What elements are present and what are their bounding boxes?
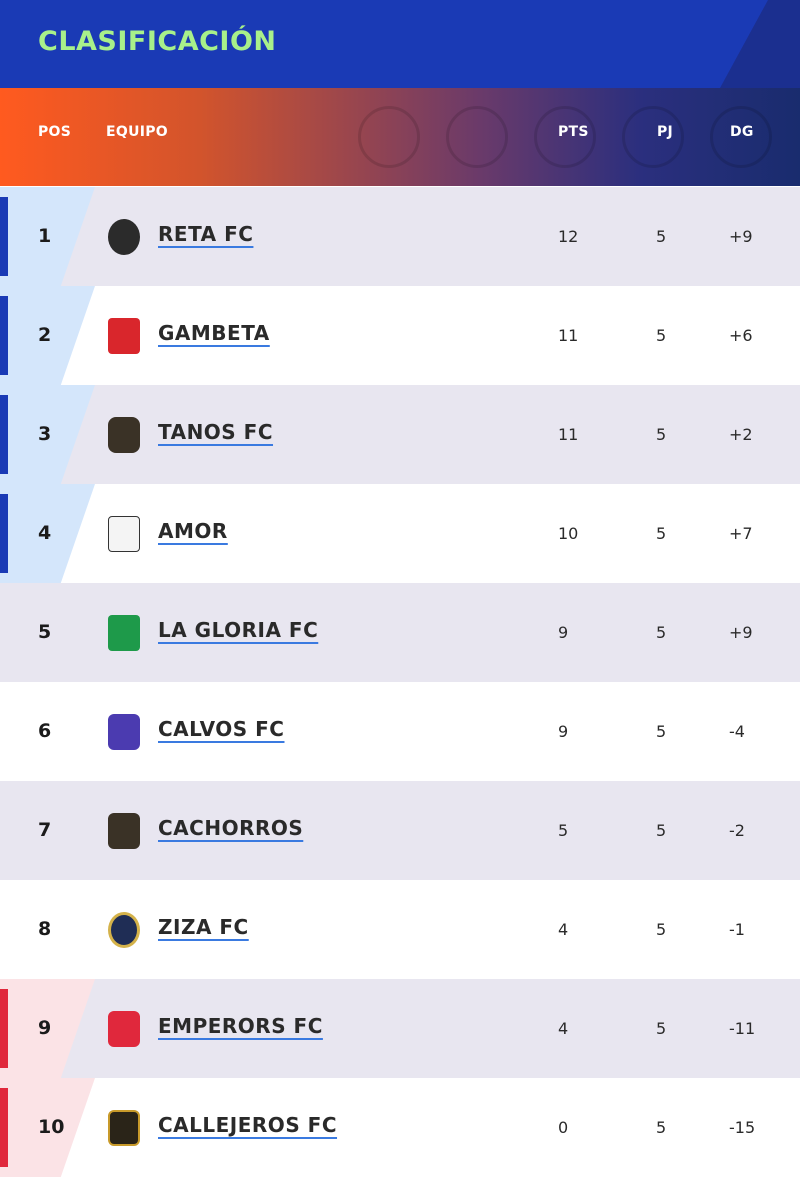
position: 3: [38, 423, 52, 445]
dg-value: -2: [729, 821, 745, 840]
pts-value: 0: [558, 1118, 569, 1137]
pj-value: 5: [656, 524, 667, 543]
team-link[interactable]: CALVOS FC: [158, 717, 285, 741]
team-link[interactable]: AMOR: [158, 519, 228, 543]
team-link[interactable]: EMPERORS FC: [158, 1014, 323, 1038]
position: 4: [38, 522, 52, 544]
pj-value: 5: [656, 821, 667, 840]
team-link[interactable]: CACHORROS: [158, 816, 304, 840]
position: 2: [38, 324, 52, 346]
dg-value: -15: [729, 1118, 756, 1137]
badge-decoration-icon: [534, 106, 596, 168]
gambeta-crest-icon[interactable]: [108, 318, 140, 354]
title-decoration: [720, 0, 800, 88]
pts-value: 9: [558, 722, 569, 741]
position: 8: [38, 918, 52, 940]
team-link[interactable]: LA GLORIA FC: [158, 618, 319, 642]
pj-value: 5: [656, 326, 667, 345]
pj-value: 5: [656, 920, 667, 939]
table-row: 10 CALLEJEROS FC 0 5 -15: [0, 1078, 800, 1177]
position: 6: [38, 720, 52, 742]
pts-value: 4: [558, 1019, 569, 1038]
pj-value: 5: [656, 1019, 667, 1038]
pts-value: 12: [558, 227, 579, 246]
pts-value: 5: [558, 821, 569, 840]
team-link[interactable]: TANOS FC: [158, 420, 274, 444]
table-row: 6 CALVOS FC 9 5 -4: [0, 682, 800, 781]
column-header-pts: PTS: [558, 124, 589, 140]
table-header: [0, 88, 800, 186]
team-link[interactable]: ZIZA FC: [158, 915, 249, 939]
column-header-team: EQUIPO: [106, 124, 169, 140]
emperors-fc-crest-icon[interactable]: [108, 1011, 140, 1047]
relegation-marker: [0, 1088, 8, 1167]
dg-value: -4: [729, 722, 745, 741]
table-row: 8 ZIZA FC 4 5 -1: [0, 880, 800, 979]
callejeros-fc-crest-icon[interactable]: [108, 1110, 140, 1146]
ziza-fc-crest-icon[interactable]: [108, 912, 140, 948]
badge-decoration-icon: [710, 106, 772, 168]
dg-value: -11: [729, 1019, 756, 1038]
dg-value: -1: [729, 920, 745, 939]
team-link[interactable]: RETA FC: [158, 222, 254, 246]
tanos-fc-crest-icon[interactable]: [108, 417, 140, 453]
pts-value: 4: [558, 920, 569, 939]
title-bar: CLASIFICACIÓN: [0, 0, 800, 88]
dg-value: +6: [729, 326, 753, 345]
dg-value: +2: [729, 425, 753, 444]
page-title: CLASIFICACIÓN: [38, 26, 277, 57]
table-row: 4 AMOR 10 5 +7: [0, 484, 800, 583]
position: 5: [38, 621, 52, 643]
relegation-marker: [0, 989, 8, 1068]
qualification-marker: [0, 296, 8, 375]
position: 10: [38, 1116, 65, 1138]
pj-value: 5: [656, 227, 667, 246]
dg-value: +7: [729, 524, 753, 543]
qualification-marker: [0, 494, 8, 573]
pts-value: 11: [558, 326, 579, 345]
pts-value: 9: [558, 623, 569, 642]
pj-value: 5: [656, 623, 667, 642]
calvos-fc-crest-icon[interactable]: [108, 714, 140, 750]
reta-fc-crest-icon[interactable]: [108, 219, 140, 255]
badge-decoration-icon: [622, 106, 684, 168]
qualification-marker: [0, 395, 8, 474]
dg-value: +9: [729, 623, 753, 642]
table-row: 7 CACHORROS 5 5 -2: [0, 781, 800, 880]
pj-value: 5: [656, 1118, 667, 1137]
table-row: 9 EMPERORS FC 4 5 -11: [0, 979, 800, 1078]
pj-value: 5: [656, 722, 667, 741]
qualification-marker: [0, 197, 8, 276]
position: 1: [38, 225, 52, 247]
table-row: 3 TANOS FC 11 5 +2: [0, 385, 800, 484]
badge-decoration-icon: [446, 106, 508, 168]
pj-value: 5: [656, 425, 667, 444]
column-header-pj: PJ: [657, 124, 674, 140]
position: 9: [38, 1017, 52, 1039]
dg-value: +9: [729, 227, 753, 246]
la-gloria-fc-crest-icon[interactable]: [108, 615, 140, 651]
position: 7: [38, 819, 52, 841]
badge-decoration-icon: [358, 106, 420, 168]
pts-value: 10: [558, 524, 579, 543]
team-link[interactable]: CALLEJEROS FC: [158, 1113, 338, 1137]
table-row: 1 RETA FC 12 5 +9: [0, 187, 800, 286]
table-row: 5 LA GLORIA FC 9 5 +9: [0, 583, 800, 682]
pts-value: 11: [558, 425, 579, 444]
team-link[interactable]: GAMBETA: [158, 321, 270, 345]
cachorros-crest-icon[interactable]: [108, 813, 140, 849]
column-header-dg: DG: [730, 124, 754, 140]
amor-crest-icon[interactable]: [108, 516, 140, 552]
column-header-pos: POS: [38, 124, 72, 140]
table-row: 2 GAMBETA 11 5 +6: [0, 286, 800, 385]
